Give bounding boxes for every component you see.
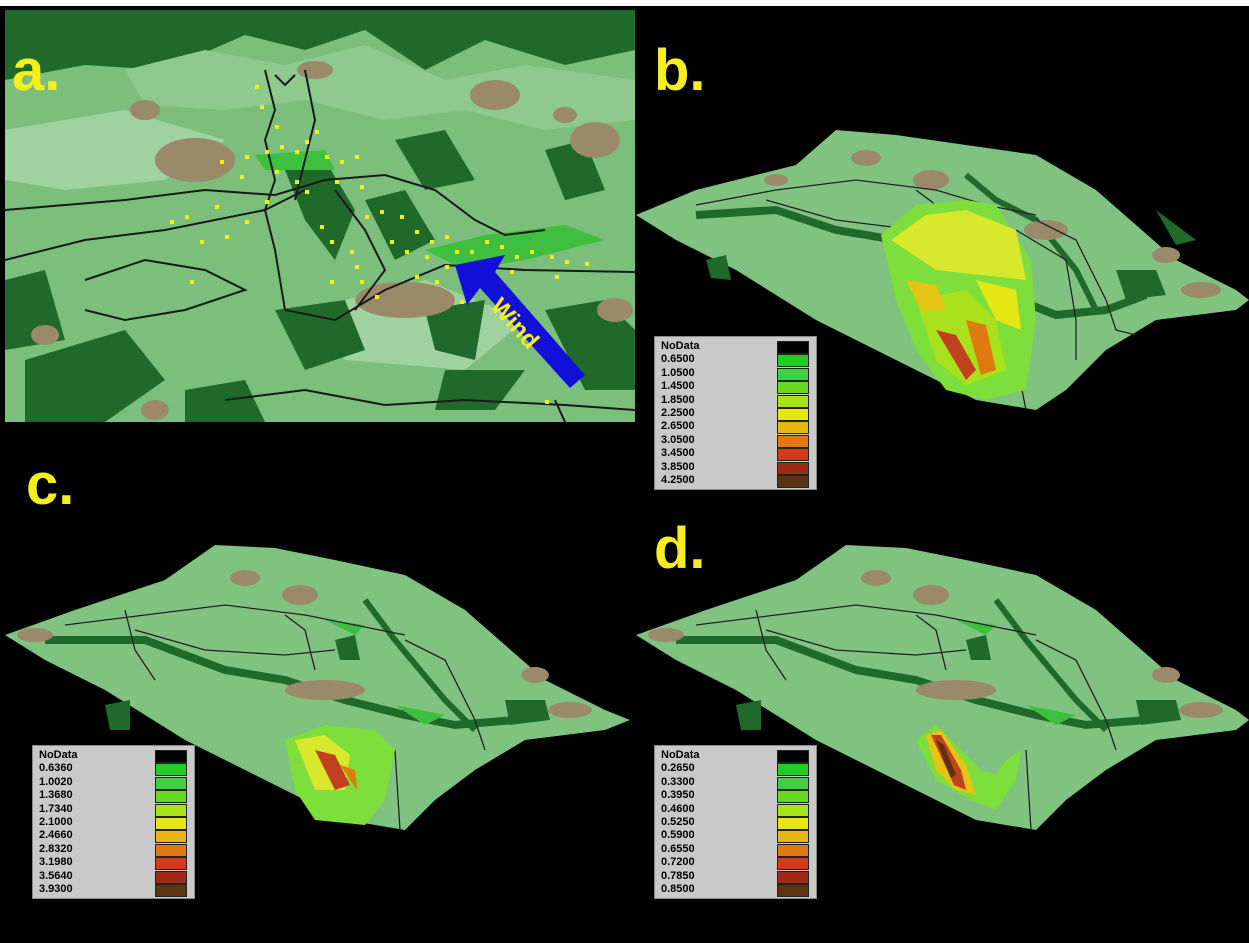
legend-c-swatch	[155, 790, 187, 804]
wind-arrow-icon	[455, 255, 585, 388]
legend-d-label: 0.5250	[661, 816, 695, 828]
legend-b-swatch	[777, 421, 809, 435]
panel-label-d: d.	[654, 516, 706, 581]
legend-d-swatch	[777, 857, 809, 871]
panel-label-c: c.	[26, 452, 75, 517]
legend-b-label: 2.6500	[661, 420, 695, 433]
legend-b-swatch	[777, 341, 809, 354]
legend-b-label: 1.4500	[661, 380, 695, 393]
legend-b-swatch	[777, 408, 809, 421]
legend-c: NoData 0.6360 1.0020 1.3680 1.7340 2.1000 2.46…	[32, 745, 195, 899]
legend-d-swatch	[777, 884, 809, 897]
legend-c-swatch	[155, 817, 187, 830]
legend-d-swatch	[777, 790, 809, 804]
legend-c-label: 3.5640	[39, 869, 73, 882]
legend-d-swatch	[777, 843, 809, 857]
legend-c-label: 2.1000	[39, 816, 73, 828]
terrain-3d-panel-d	[636, 545, 1249, 831]
legend-b-label: 1.0500	[661, 366, 695, 379]
legend-c-label: NoData	[39, 749, 78, 761]
legend-c-swatch	[155, 843, 187, 857]
top-border	[0, 0, 1249, 8]
terrain-3d-panel-b	[636, 130, 1249, 411]
legend-d-label: 0.7850	[661, 869, 695, 882]
legend-d-swatch	[777, 763, 809, 777]
legend-d-swatch	[777, 817, 809, 830]
legend-d-label: 0.2650	[661, 762, 695, 775]
legend-b-label: NoData	[661, 340, 700, 352]
legend-d-swatch	[777, 750, 809, 763]
map-panel-a: a. Wind	[5, 10, 635, 422]
legend-b-swatch	[777, 394, 809, 408]
legend-c-swatch	[155, 884, 187, 897]
legend-c-swatch	[155, 857, 187, 871]
legend-c-label: 3.9300	[39, 883, 73, 895]
legend-b-swatch	[777, 381, 809, 395]
legend-c-label: 0.6360	[39, 762, 73, 775]
legend-c-swatch	[155, 870, 187, 884]
legend-b-swatch	[777, 461, 809, 475]
legend-d: NoData 0.2650 0.3300 0.3950 0.4600 0.5250 0.59…	[654, 745, 817, 899]
legend-c-swatch	[155, 830, 187, 844]
legend-b-label: 2.2500	[661, 407, 695, 419]
legend-b-swatch	[777, 475, 809, 488]
legend-c-label: 1.0020	[39, 775, 73, 788]
terrain-3d-panel-c	[5, 545, 630, 831]
legend-b-label: 3.8500	[661, 460, 695, 473]
legend-b-label: 0.6500	[661, 353, 695, 366]
legend-b-swatch	[777, 354, 809, 368]
legend-b-label: 3.4500	[661, 447, 695, 460]
plan-view-terrain-map	[5, 10, 635, 422]
legend-c-swatch	[155, 750, 187, 763]
legend-d-label: 0.7200	[661, 856, 695, 869]
legend-c-label: 1.3680	[39, 789, 73, 802]
legend-c-swatch	[155, 776, 187, 790]
legend-d-label: 0.8500	[661, 883, 695, 895]
legend-c-swatch	[155, 803, 187, 817]
legend-d-swatch	[777, 870, 809, 884]
panel-label-b: b.	[654, 38, 706, 103]
legend-b: NoData 0.6500 1.0500 1.4500 1.8500 2.2500 2.65…	[654, 336, 817, 490]
legend-c-label: 2.4660	[39, 829, 73, 842]
legend-d-label: 0.3300	[661, 775, 695, 788]
legend-d-label: 0.4600	[661, 802, 695, 815]
legend-d-label: 0.3950	[661, 789, 695, 802]
legend-d-label: 0.5900	[661, 829, 695, 842]
legend-b-label: 4.2500	[661, 474, 695, 486]
legend-b-swatch	[777, 434, 809, 448]
legend-d-label: NoData	[661, 749, 700, 761]
legend-b-label: 1.8500	[661, 393, 695, 406]
legend-c-swatch	[155, 763, 187, 777]
legend-b-swatch	[777, 448, 809, 462]
legend-d-swatch	[777, 830, 809, 844]
legend-d-swatch	[777, 803, 809, 817]
panel-label-a: a.	[12, 38, 61, 103]
legend-b-swatch	[777, 367, 809, 381]
legend-d-swatch	[777, 776, 809, 790]
legend-c-label: 2.8320	[39, 842, 73, 855]
legend-d-label: 0.6550	[661, 842, 695, 855]
legend-c-label: 1.7340	[39, 802, 73, 815]
legend-b-label: 3.0500	[661, 433, 695, 446]
legend-c-label: 3.1980	[39, 856, 73, 869]
